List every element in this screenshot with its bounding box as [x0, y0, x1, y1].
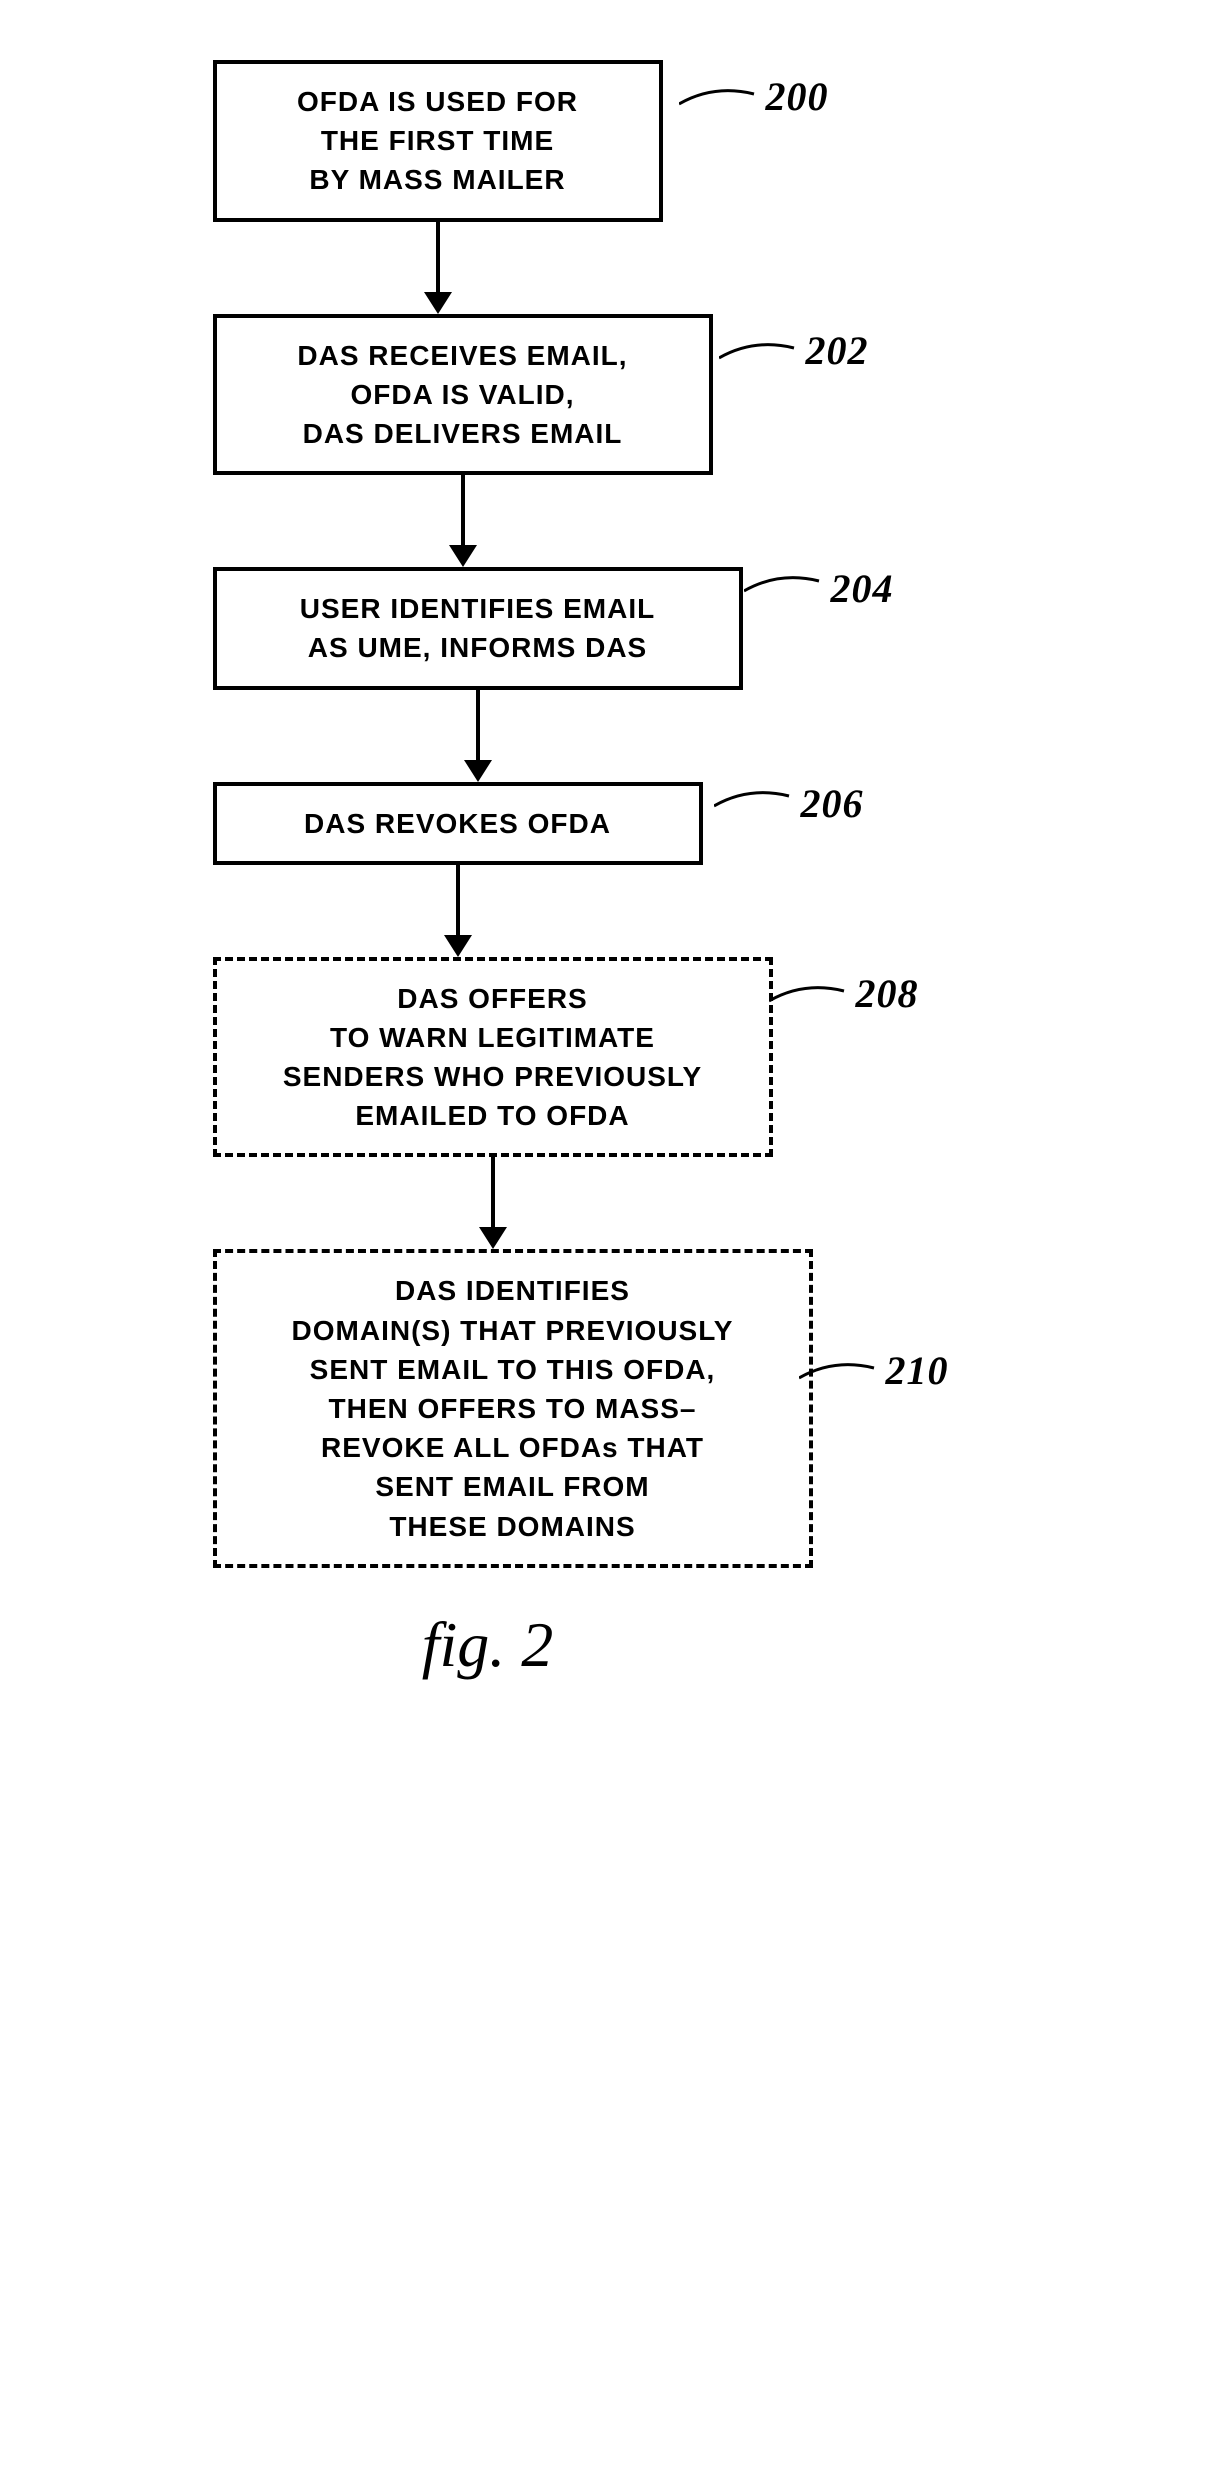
box-text-line: OFDA IS VALID, [237, 375, 689, 414]
box-text-line: AS UME, INFORMS DAS [237, 628, 719, 667]
leader-curve [799, 1348, 879, 1388]
box-text-line: DAS OFFERS [237, 979, 749, 1018]
arrow-head-icon [424, 292, 452, 314]
flowchart-box-200: OFDA IS USED FORTHE FIRST TIMEBY MASS MA… [213, 60, 663, 222]
reference-label-202: 202 [806, 323, 869, 379]
arrow-line [491, 1157, 495, 1227]
arrow-line [456, 865, 460, 935]
box-text-line: DAS REVOKES OFDA [237, 804, 679, 843]
arrow-head-icon [444, 935, 472, 957]
box-text-line: DAS RECEIVES EMAIL, [237, 336, 689, 375]
flow-arrow [213, 690, 743, 782]
flow-arrow [213, 865, 703, 957]
box-text-line: OFDA IS USED FOR [237, 82, 639, 121]
box-text-line: REVOKE ALL OFDAs THAT [237, 1428, 789, 1467]
flowchart-box-206: DAS REVOKES OFDA206 [213, 782, 703, 865]
flowchart-diagram: OFDA IS USED FORTHE FIRST TIMEBY MASS MA… [163, 60, 1063, 1682]
leader-curve [719, 328, 799, 368]
flow-arrow [213, 222, 663, 314]
flow-arrow [213, 1157, 773, 1249]
reference-label-206: 206 [801, 776, 864, 832]
figure-caption: fig. 2 [213, 1608, 763, 1682]
leader-curve [769, 971, 849, 1011]
box-text-line: SENDERS WHO PREVIOUSLY [237, 1057, 749, 1096]
box-text-line: DAS DELIVERS EMAIL [237, 414, 689, 453]
box-text-line: DAS IDENTIFIES [237, 1271, 789, 1310]
arrow-head-icon [464, 760, 492, 782]
flowchart-box-202: DAS RECEIVES EMAIL,OFDA IS VALID,DAS DEL… [213, 314, 713, 476]
box-text-line: THE FIRST TIME [237, 121, 639, 160]
leader-curve [679, 74, 759, 114]
box-text-line: DOMAIN(S) THAT PREVIOUSLY [237, 1311, 789, 1350]
leader-curve [714, 781, 794, 821]
reference-label-210: 210 [886, 1343, 949, 1399]
arrow-head-icon [449, 545, 477, 567]
flowchart-box-208: DAS OFFERSTO WARN LEGITIMATESENDERS WHO … [213, 957, 773, 1158]
reference-label-200: 200 [766, 69, 829, 125]
arrow-line [476, 690, 480, 760]
box-text-line: THESE DOMAINS [237, 1507, 789, 1546]
box-text-line: USER IDENTIFIES EMAIL [237, 589, 719, 628]
box-text-line: TO WARN LEGITIMATE [237, 1018, 749, 1057]
arrow-head-icon [479, 1227, 507, 1249]
box-text-line: SENT EMAIL FROM [237, 1467, 789, 1506]
box-text-line: THEN OFFERS TO MASS– [237, 1389, 789, 1428]
box-text-line: SENT EMAIL TO THIS OFDA, [237, 1350, 789, 1389]
flowchart-box-204: USER IDENTIFIES EMAILAS UME, INFORMS DAS… [213, 567, 743, 689]
arrow-line [436, 222, 440, 292]
box-text-line: EMAILED TO OFDA [237, 1096, 749, 1135]
box-text-line: BY MASS MAILER [237, 160, 639, 199]
flowchart-box-210: DAS IDENTIFIESDOMAIN(S) THAT PREVIOUSLYS… [213, 1249, 813, 1567]
leader-curve [744, 566, 824, 606]
arrow-line [461, 475, 465, 545]
reference-label-204: 204 [831, 561, 894, 617]
reference-label-208: 208 [856, 966, 919, 1022]
flow-arrow [213, 475, 713, 567]
